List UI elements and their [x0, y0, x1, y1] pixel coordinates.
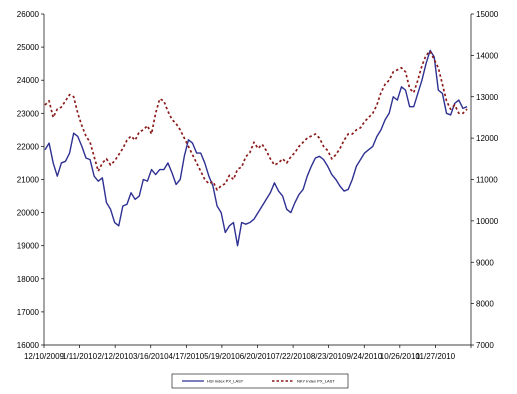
- left-tick-label: 19000: [17, 242, 40, 251]
- right-tick-label: 7000: [476, 341, 494, 350]
- legend: HSI Index PX_LAST NKY Index PX_LAST: [171, 373, 349, 389]
- legend-box: [171, 373, 349, 389]
- left-y-axis: 16000 17000 18000 19000 20000 21000 22000 23000…: [17, 10, 45, 350]
- left-tick-label: 18000: [17, 275, 40, 284]
- x-tick-label: 6/20/2010: [240, 352, 276, 361]
- right-tick-label: 15000: [476, 10, 499, 19]
- x-tick-label: 9/24/2010: [346, 352, 382, 361]
- x-tick-label: 3/16/2010: [133, 352, 169, 361]
- x-tick-label: 7/22/2010: [275, 352, 311, 361]
- right-tick-label: 11000: [476, 176, 498, 185]
- x-tick-label: 4/17/2010: [169, 352, 205, 361]
- x-tick-label: 5/19/2010: [204, 352, 240, 361]
- legend-label-hsi: HSI Index PX_LAST: [207, 379, 244, 384]
- legend-label-nky: NKY Index PX_LAST: [297, 379, 335, 384]
- x-tick-label: 8/23/2010: [311, 352, 347, 361]
- x-tick-label: 11/27/2010: [416, 352, 456, 361]
- x-tick-label: 12/10/2009: [24, 352, 65, 361]
- x-tick-label: 2/12/2010: [97, 352, 133, 361]
- x-tick-label: 1/11/2010: [62, 352, 98, 361]
- right-tick-label: 8000: [476, 300, 494, 309]
- left-tick-label: 16000: [17, 341, 40, 350]
- left-tick-label: 17000: [17, 308, 40, 317]
- right-tick-label: 14000: [476, 51, 499, 60]
- right-tick-label: 9000: [476, 258, 494, 267]
- left-tick-label: 22000: [17, 142, 40, 151]
- x-tick-label: 10/26/2010: [380, 352, 421, 361]
- series-line-nky: [44, 50, 468, 191]
- right-tick-label: 13000: [476, 93, 499, 102]
- series-line-hsi: [44, 49, 468, 247]
- left-tick-label: 26000: [17, 10, 40, 19]
- left-tick-label: 21000: [17, 176, 40, 185]
- left-tick-label: 23000: [17, 109, 40, 118]
- left-tick-label: 20000: [17, 209, 40, 218]
- right-y-axis: 7000 8000 9000 10000 11000 12000 13000 14000 150…: [470, 10, 499, 350]
- series-layer: [44, 49, 468, 247]
- left-tick-label: 24000: [17, 76, 40, 85]
- right-tick-label: 10000: [476, 217, 499, 226]
- left-tick-label: 25000: [17, 43, 40, 52]
- right-tick-label: 12000: [476, 134, 499, 143]
